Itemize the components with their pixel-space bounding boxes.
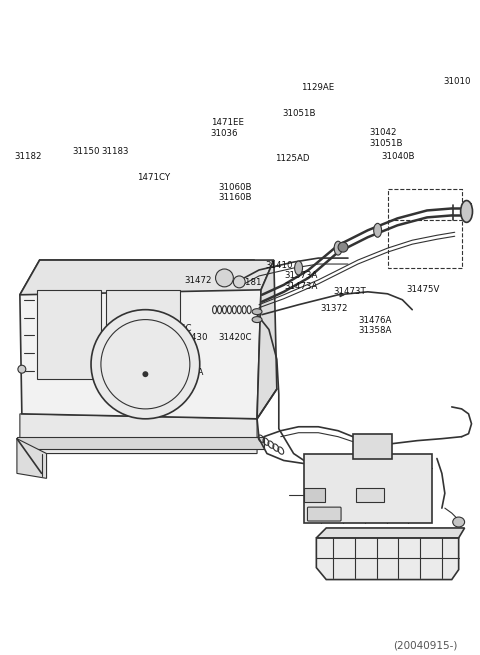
Text: 31181: 31181 [235, 278, 262, 288]
Polygon shape [20, 260, 261, 419]
Polygon shape [17, 437, 264, 449]
Text: 31036: 31036 [211, 129, 238, 138]
Text: 31183: 31183 [102, 147, 129, 156]
Text: 31473A: 31473A [284, 282, 318, 291]
Ellipse shape [252, 309, 262, 314]
Ellipse shape [373, 223, 382, 237]
Circle shape [233, 276, 245, 288]
Circle shape [338, 242, 348, 252]
Text: 31420C: 31420C [218, 333, 252, 342]
Text: 31051B: 31051B [282, 109, 315, 119]
Polygon shape [316, 528, 465, 538]
Text: 31010: 31010 [443, 77, 471, 86]
Polygon shape [17, 439, 47, 478]
Text: 1471CY: 1471CY [137, 173, 170, 182]
Text: 31373A: 31373A [284, 271, 318, 280]
Circle shape [216, 269, 233, 287]
Text: 1471EE: 1471EE [211, 118, 244, 127]
Text: 31060B: 31060B [218, 183, 252, 193]
Text: 31150: 31150 [72, 147, 100, 156]
Text: 31425A: 31425A [170, 368, 204, 377]
Ellipse shape [453, 517, 465, 527]
Text: 31040B: 31040B [382, 152, 415, 161]
Circle shape [91, 310, 200, 419]
Polygon shape [36, 290, 101, 379]
Polygon shape [20, 414, 257, 453]
Text: 31042: 31042 [370, 128, 397, 136]
Circle shape [18, 365, 26, 373]
Text: 31472: 31472 [185, 276, 212, 285]
Text: 31182: 31182 [14, 152, 41, 161]
Text: 31410: 31410 [265, 261, 293, 271]
Text: 31372: 31372 [321, 305, 348, 313]
Text: 31430: 31430 [180, 333, 207, 342]
Text: 1125AD: 1125AD [275, 153, 309, 162]
Ellipse shape [252, 316, 262, 322]
Bar [353, 434, 393, 458]
Polygon shape [316, 538, 459, 580]
Polygon shape [257, 260, 277, 419]
Polygon shape [20, 260, 274, 295]
Ellipse shape [461, 200, 472, 222]
Text: 31476A: 31476A [359, 316, 392, 325]
Text: 1129AE: 1129AE [301, 83, 334, 92]
Text: 31473T: 31473T [333, 288, 366, 297]
Circle shape [143, 371, 148, 377]
FancyBboxPatch shape [308, 507, 341, 521]
Text: (20040915-): (20040915-) [393, 641, 457, 650]
Bar [356, 488, 384, 502]
Text: 31051B: 31051B [370, 139, 403, 147]
Ellipse shape [295, 261, 302, 275]
Text: 31358A: 31358A [359, 326, 392, 335]
Polygon shape [106, 290, 180, 369]
Text: 31160B: 31160B [218, 193, 252, 202]
Bar [387, 189, 462, 268]
Text: 31453B: 31453B [153, 352, 186, 362]
Text: 31475V: 31475V [406, 285, 440, 294]
Bar [303, 453, 432, 523]
Text: 31456C: 31456C [158, 324, 192, 333]
Ellipse shape [334, 241, 342, 255]
Bar [303, 488, 325, 502]
